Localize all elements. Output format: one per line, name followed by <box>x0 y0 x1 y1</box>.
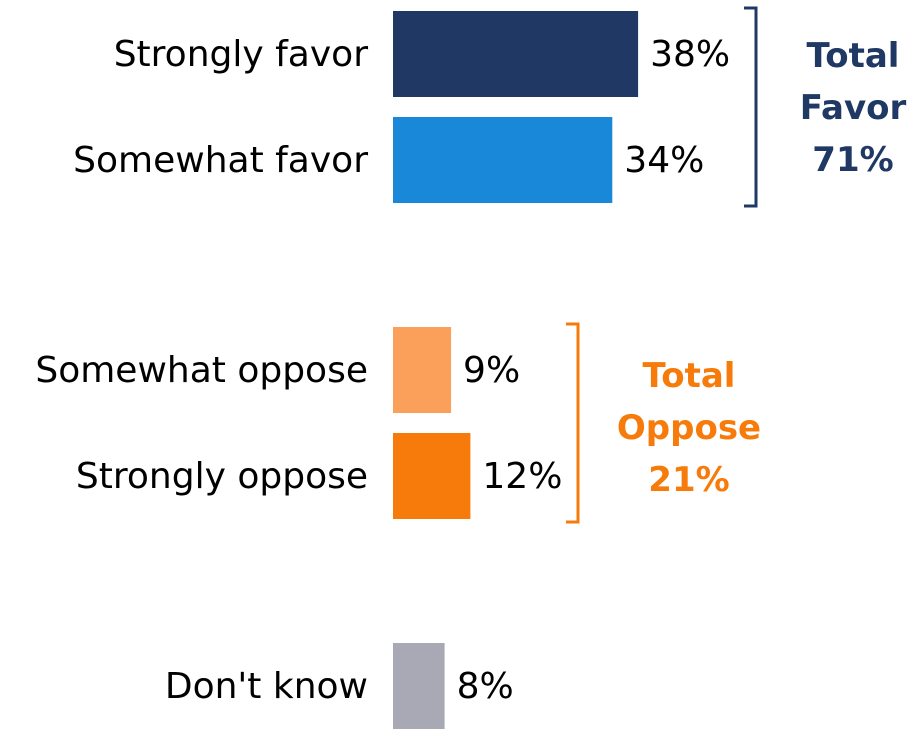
bar-somewhat-favor <box>393 117 613 203</box>
value-label-strongly-oppose: 12% <box>482 456 562 497</box>
value-label-somewhat-oppose: 9% <box>463 350 520 391</box>
group-label-0-line-0: Total <box>807 36 900 76</box>
group-label-1-line-1: Oppose <box>617 408 761 448</box>
category-label-strongly-favor: Strongly favor <box>114 34 368 75</box>
bar-don-t-know <box>393 643 445 729</box>
value-label-don-t-know: 8% <box>457 666 514 707</box>
bar-strongly-favor <box>393 11 639 97</box>
group-label-1-line-0: Total <box>643 356 736 396</box>
bar-somewhat-oppose <box>393 327 452 413</box>
value-label-strongly-favor: 38% <box>650 34 730 75</box>
category-label-strongly-oppose: Strongly oppose <box>76 456 368 497</box>
group-label-0-line-2: 71% <box>812 140 893 180</box>
group-bracket-1 <box>566 322 580 524</box>
value-label-somewhat-favor: 34% <box>624 140 704 181</box>
group-label-0-line-1: Favor <box>800 88 907 128</box>
category-label-somewhat-favor: Somewhat favor <box>73 140 368 181</box>
bar-strongly-oppose <box>393 433 471 519</box>
category-label-don-t-know: Don't know <box>165 666 368 707</box>
group-label-1-line-2: 21% <box>648 460 729 500</box>
category-label-somewhat-oppose: Somewhat oppose <box>35 350 368 391</box>
group-bracket-0 <box>744 6 758 208</box>
